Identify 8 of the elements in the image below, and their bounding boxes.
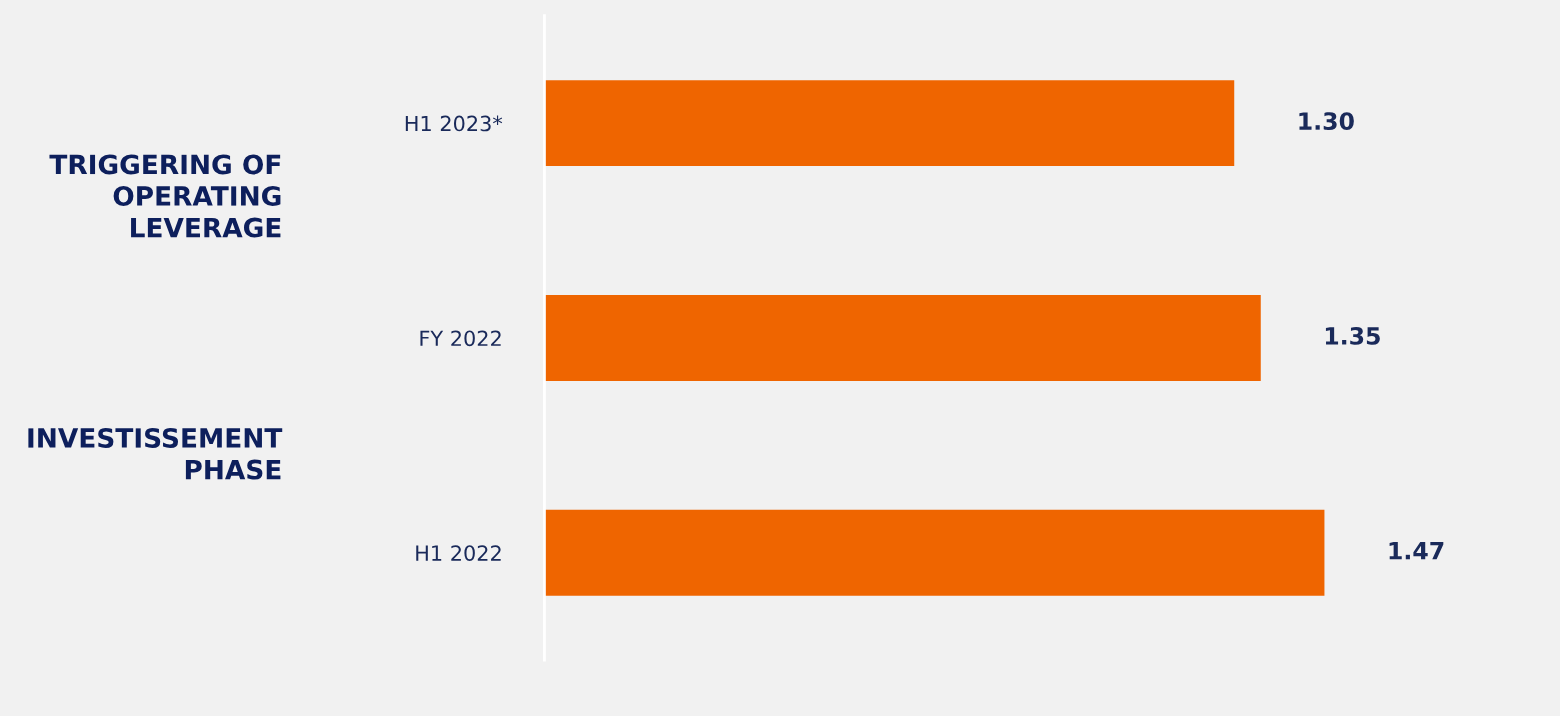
data-label: 1.30 [1299, 112, 1354, 130]
y-tick-label: H1 2022 [416, 545, 501, 561]
data-label: 1.47 [1389, 542, 1444, 560]
data-label: 1.35 [1325, 326, 1380, 345]
y-tick-label: H1 2023* [405, 115, 503, 132]
text: INVESTISSEMENT PHASE [28, 428, 283, 480]
y-tick-label: FY 2022 [420, 330, 501, 347]
text: TRIGGERING OF OPERATING LEVERAGE [49, 154, 281, 238]
